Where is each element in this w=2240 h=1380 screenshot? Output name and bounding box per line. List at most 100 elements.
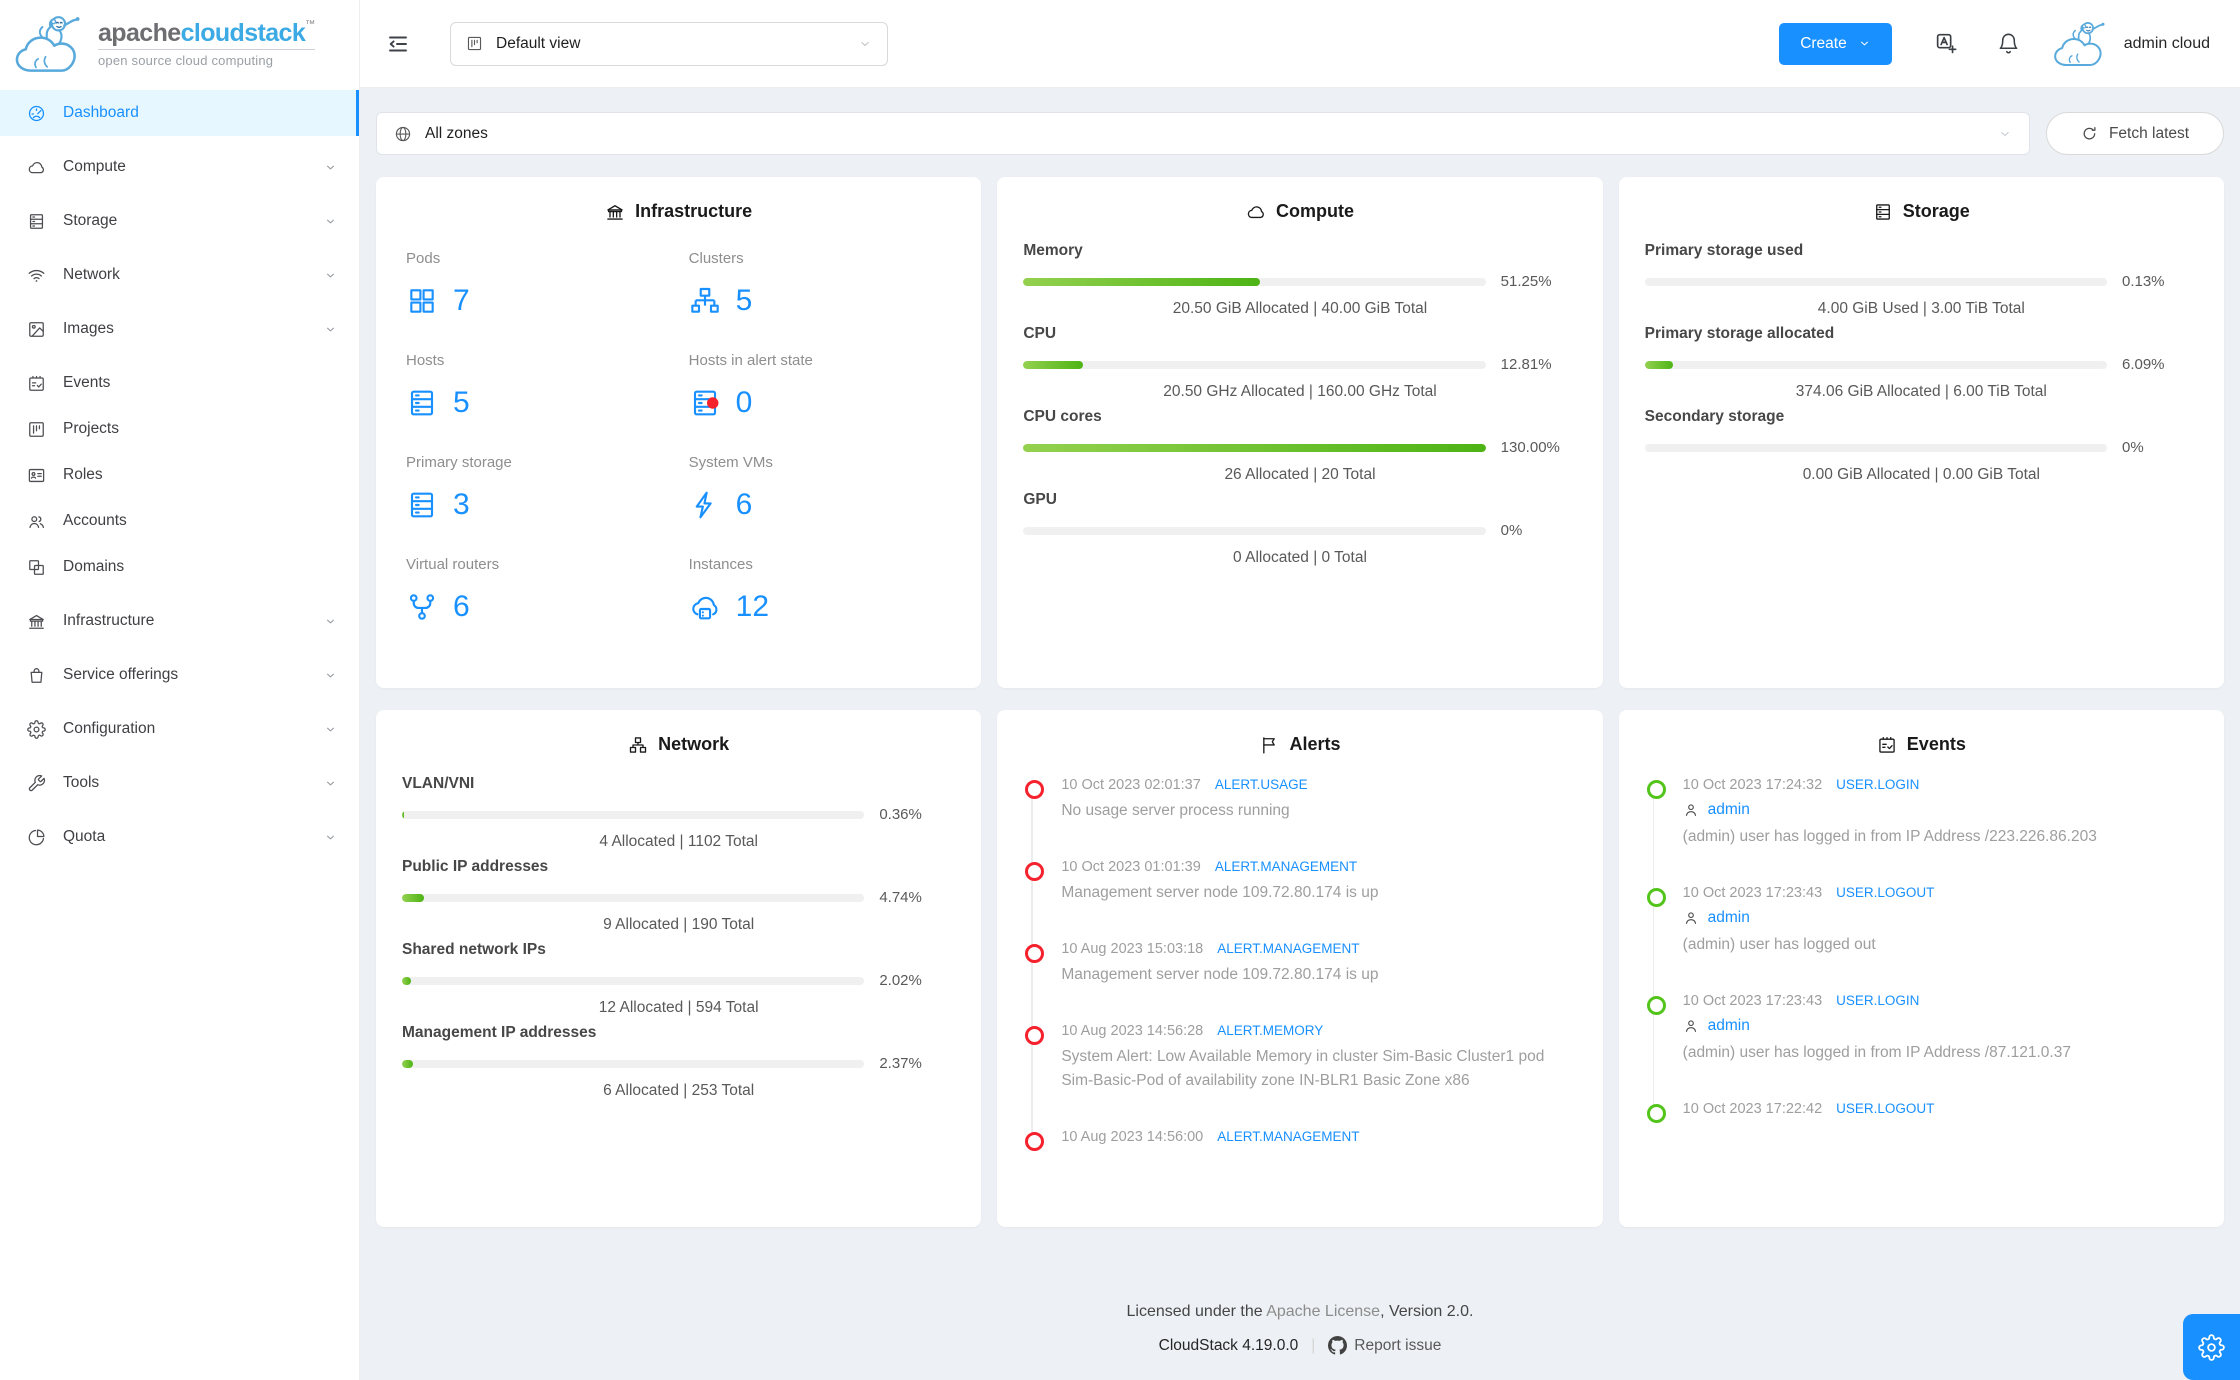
sidebar-item[interactable]: Events: [0, 360, 359, 406]
card-title-storage[interactable]: Storage: [1645, 201, 2198, 222]
event-user-row: admin: [1683, 909, 2198, 927]
cloudmonkey-logo-icon: [8, 11, 94, 77]
sidebar-item[interactable]: Images: [0, 306, 359, 352]
create-button[interactable]: Create: [1779, 22, 1892, 65]
card-network: Network VLAN/VNI 0.36% 4 Allocated | 110…: [376, 710, 982, 1227]
event-type-link[interactable]: USER.LOGOUT: [1836, 885, 1935, 901]
stat-value: 12: [735, 590, 770, 623]
alert-type-link[interactable]: ALERT.MEMORY: [1217, 1023, 1324, 1039]
appstore-icon: [406, 285, 438, 317]
infra-stat[interactable]: Virtual routers 6: [406, 556, 669, 624]
event-type-link[interactable]: USER.LOGIN: [1836, 993, 1920, 1009]
sidebar-item[interactable]: Accounts: [0, 498, 359, 544]
card-title-compute[interactable]: Compute: [1023, 201, 1576, 222]
globe-icon: [394, 125, 412, 143]
event-user-link[interactable]: admin: [1707, 801, 1750, 818]
sidebar-item[interactable]: Quota: [0, 814, 359, 860]
brand-text: apachecloudstack™ open source cloud comp…: [98, 19, 315, 68]
cloud-server-icon: [689, 591, 721, 623]
sidebar-collapse-button[interactable]: [386, 32, 410, 56]
stat-value: 6: [453, 590, 470, 623]
event-type-link[interactable]: USER.LOGIN: [1836, 777, 1920, 792]
translate-button[interactable]: [1934, 31, 1959, 56]
sidebar-item-label: Network: [63, 266, 120, 283]
usage-meter: Primary storage allocated 6.09% 374.06 G…: [1644, 325, 2198, 401]
card-title-network[interactable]: Network: [402, 734, 955, 755]
event-user-link[interactable]: admin: [1707, 909, 1750, 927]
infra-stat[interactable]: System VMs 6: [689, 454, 952, 522]
event-time: 10 Oct 2023 17:22:42: [1682, 1101, 1823, 1118]
report-issue-link[interactable]: Report issue: [1328, 1336, 1441, 1355]
meter-label: Primary storage used: [1644, 242, 1804, 259]
alert-item: 10 Oct 2023 01:01:39 ALERT.MANAGEMENT Ma…: [1025, 859, 1576, 950]
sidebar-item[interactable]: Storage: [0, 198, 359, 244]
card-compute: Compute Memory 51.25% 20.50 GiB Allocate…: [997, 177, 1603, 688]
progress-fill: [402, 810, 404, 819]
infra-stat[interactable]: Instances 12: [689, 556, 952, 624]
infra-stat[interactable]: Hosts in alert state 0: [689, 352, 952, 420]
dashboard-grid: Infrastructure Pods 7 Clusters: [376, 177, 2224, 1227]
github-icon: [1328, 1336, 1348, 1355]
stat-value: 5: [453, 386, 470, 419]
meter-detail: 4.00 GiB Used | 3.00 TiB Total: [1817, 300, 2025, 317]
alert-type-link[interactable]: ALERT.MANAGEMENT: [1214, 859, 1358, 875]
apache-license-link[interactable]: Apache License: [1266, 1303, 1381, 1320]
meter-percent: 0%: [2121, 439, 2144, 456]
event-user-link[interactable]: admin: [1707, 1017, 1750, 1035]
infra-stat[interactable]: Clusters 5: [689, 250, 952, 318]
progress-bar: [402, 810, 865, 819]
usage-meter: Primary storage used 0.13% 4.00 GiB Used…: [1644, 242, 2198, 318]
meter-label: Primary storage allocated: [1644, 325, 1835, 342]
usage-meter: Secondary storage 0% 0.00 GiB Allocated …: [1644, 408, 2198, 484]
brand-cloudstack: cloudstack: [180, 19, 306, 48]
gear-icon: [2198, 1333, 2225, 1361]
user-name: admin cloud: [2123, 34, 2210, 52]
fetch-latest-button[interactable]: Fetch latest: [2046, 112, 2224, 155]
sidebar-item[interactable]: Infrastructure: [0, 598, 359, 644]
footer-divider: |: [1311, 1336, 1316, 1354]
sidebar-item[interactable]: Tools: [0, 760, 359, 806]
alert-time: 10 Aug 2023 14:56:00: [1061, 1129, 1204, 1146]
infra-stat[interactable]: Primary storage 3: [406, 454, 669, 522]
sidebar-item[interactable]: Domains: [0, 544, 359, 590]
bank-icon: [27, 612, 46, 631]
chevron-down-icon: [1998, 127, 2012, 141]
event-time: 10 Oct 2023 17:24:32: [1682, 777, 1823, 793]
chevron-down-icon: [858, 37, 872, 51]
app-logo[interactable]: apachecloudstack™ open source cloud comp…: [0, 0, 359, 88]
event-type-link[interactable]: USER.LOGOUT: [1836, 1101, 1935, 1117]
alert-type-link[interactable]: ALERT.MANAGEMENT: [1217, 1129, 1360, 1145]
card-title-infrastructure[interactable]: Infrastructure: [402, 201, 955, 222]
schedule-icon: [27, 374, 46, 393]
alert-item: 10 Aug 2023 14:56:00 ALERT.MANAGEMENT: [1025, 1129, 1576, 1152]
card-events: Events 10 Oct 2023 17:24:32 USER.LOGIN: [1618, 710, 2224, 1227]
notifications-button[interactable]: [1997, 32, 2020, 55]
zone-select[interactable]: All zones: [376, 112, 2030, 155]
alert-type-link[interactable]: ALERT.MANAGEMENT: [1217, 941, 1360, 957]
alert-item: 10 Aug 2023 14:56:28 ALERT.MEMORY System…: [1025, 1023, 1576, 1138]
meter-detail: 0.00 GiB Allocated | 0.00 GiB Total: [1802, 466, 2040, 483]
sidebar-item[interactable]: Projects: [0, 406, 359, 452]
card-title-alerts[interactable]: Alerts: [1023, 734, 1576, 755]
infra-stat[interactable]: Hosts 5: [406, 352, 669, 420]
sidebar-item[interactable]: Network: [0, 252, 359, 298]
cloud-icon: [1246, 202, 1266, 222]
event-item: 10 Oct 2023 17:23:43 USER.LOGIN admin (a…: [1646, 993, 2198, 1110]
alert-type-link[interactable]: ALERT.USAGE: [1214, 777, 1308, 792]
view-select[interactable]: Default view: [450, 21, 888, 66]
card-title-events[interactable]: Events: [1645, 734, 2198, 755]
chevron-down-icon: [324, 777, 337, 790]
alert-description: Management server node 109.72.80.174 is …: [1061, 884, 1379, 902]
alert-item: 10 Oct 2023 02:01:37 ALERT.USAGE No usag…: [1025, 777, 1576, 868]
sidebar-item[interactable]: Roles: [0, 452, 359, 498]
sidebar-item[interactable]: Compute: [0, 144, 359, 190]
sidebar-item[interactable]: Dashboard: [0, 90, 359, 136]
infra-stat[interactable]: Pods 7: [406, 250, 669, 318]
project-settings-button[interactable]: [2183, 1314, 2240, 1380]
sidebar-item[interactable]: Configuration: [0, 706, 359, 752]
sidebar-item[interactable]: Service offerings: [0, 652, 359, 698]
meter-label: CPU: [1023, 325, 1057, 342]
user-menu[interactable]: admin cloud: [2050, 18, 2210, 70]
event-item: 10 Oct 2023 17:24:32 USER.LOGIN admin (a…: [1646, 777, 2198, 894]
